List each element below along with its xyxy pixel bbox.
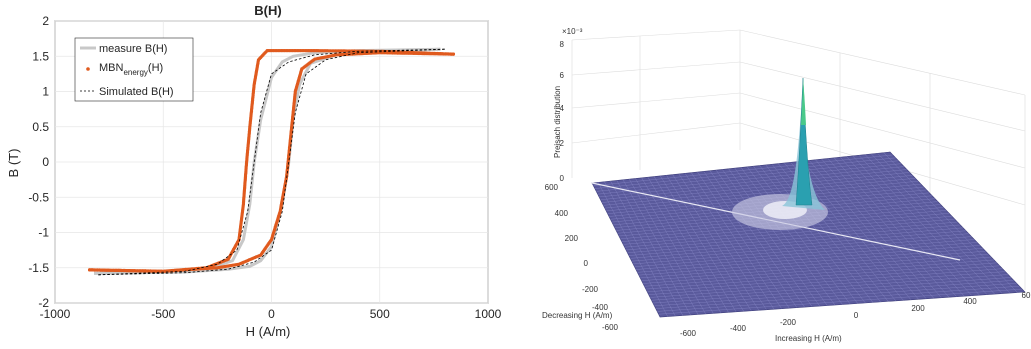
y-tick-label: -0.5 — [28, 190, 49, 204]
series-mbn-point — [88, 268, 92, 272]
series-layer — [88, 47, 455, 276]
y-tick-label: 2 — [42, 14, 49, 28]
z-tick-label: 6 — [560, 71, 565, 80]
x-tick-label: -200 — [780, 318, 797, 327]
legend-label-simulated: Simulated B(H) — [99, 86, 174, 98]
x-tick-label: -1000 — [40, 307, 71, 321]
z-tick-labels: 0 2 4 6 8 — [560, 40, 565, 183]
legend-label-measure: measure B(H) — [99, 43, 167, 55]
series-simulated-line — [98, 48, 445, 276]
legend: measure B(H) MBNenergy(H) Simulated B(H) — [74, 37, 194, 102]
legend-mbn-sub: energy — [123, 68, 147, 77]
y-tick-label: -400 — [592, 303, 609, 312]
x-tick-label: 500 — [370, 307, 390, 321]
y-axis-label: B (T) — [6, 149, 21, 178]
z-tick-label: 4 — [560, 104, 565, 113]
peak-tip — [801, 78, 806, 125]
legend-swatch-mbn — [86, 67, 90, 71]
x-tick-label: 60 — [1022, 291, 1031, 300]
y-tick-label: -1.5 — [28, 261, 49, 275]
legend-mbn-base: MBN — [99, 62, 124, 74]
z-tick-label: 2 — [560, 139, 565, 148]
x-axis-label: H (A/m) — [246, 324, 291, 339]
y-tick-label: -200 — [582, 285, 599, 294]
x-tick-label: -500 — [151, 307, 175, 321]
back-wall-grid — [571, 29, 1026, 290]
y-tick-label: 0.5 — [32, 120, 49, 134]
y-tick-label: 0 — [42, 155, 49, 169]
x-tick-label: 400 — [963, 297, 977, 306]
x-tick-label: -600 — [680, 329, 697, 338]
grid — [54, 20, 489, 304]
bh-chart: B(H) -1000 -500 0 500 1000 2 1.5 1 0.5 0 -0.5 -1 -1.… — [6, 3, 502, 339]
y-tick-label: -2 — [38, 296, 49, 310]
tick-labels: -1000 -500 0 500 1000 2 1.5 1 0.5 0 -0.5 -1 -1.5 -2 — [28, 14, 501, 321]
z-axis-label: Preisach distribution — [553, 86, 562, 158]
y-tick-label: 400 — [555, 209, 569, 218]
y-tick-label: 0 — [584, 259, 589, 268]
x-tick-label: 1000 — [475, 307, 502, 321]
chart-title: B(H) — [254, 3, 281, 18]
y-tick-label: 1.5 — [32, 49, 49, 63]
y-tick-labels: 600 400 200 0 -200 -400 -600 — [545, 183, 619, 332]
x-tick-label: 200 — [911, 304, 925, 313]
y-tick-label: -1 — [38, 226, 49, 240]
x-tick-label: 0 — [854, 311, 859, 320]
y-axis-label: Decreasing H (A/m) — [542, 311, 613, 320]
x-tick-labels: -600 -400 -200 0 200 400 60 — [680, 291, 1031, 338]
z-exponent: ×10⁻³ — [562, 27, 583, 36]
y-tick-label: 600 — [545, 183, 559, 192]
z-tick-label: 8 — [560, 40, 565, 49]
legend-mbn-suffix: (H) — [148, 62, 163, 74]
y-tick-label: -600 — [602, 323, 619, 332]
series-simulated-line — [98, 48, 445, 276]
x-tick-label: -400 — [730, 324, 747, 333]
legend-label-mbn: MBNenergy(H) — [99, 62, 163, 77]
y-tick-label: 200 — [565, 234, 579, 243]
y-tick-label: 1 — [42, 85, 49, 99]
x-axis-label: Increasing H (A/m) — [775, 334, 842, 343]
x-tick-label: 0 — [268, 307, 275, 321]
z-tick-label: 0 — [560, 174, 565, 183]
